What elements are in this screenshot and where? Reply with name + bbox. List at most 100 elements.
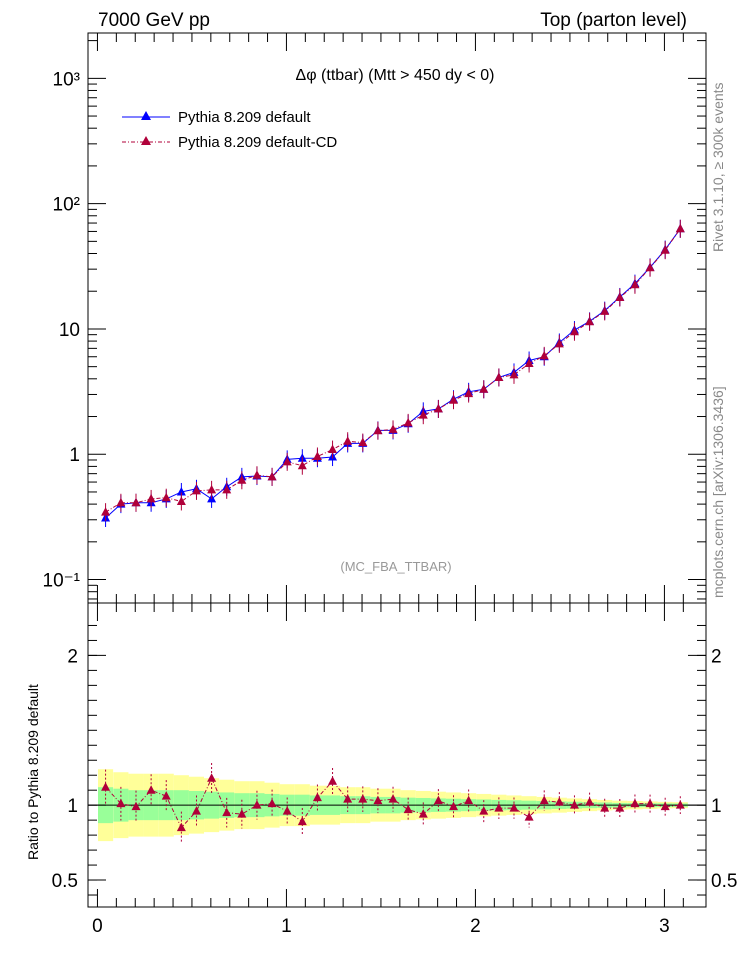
ratio-ylabel: Ratio to Pythia 8.209 default (25, 684, 41, 860)
data-point-2 (645, 262, 655, 272)
ratio-point (524, 812, 534, 821)
ratio-point (403, 804, 413, 814)
ratio-point (509, 803, 519, 812)
data-point-2 (630, 279, 640, 289)
ratio-point (267, 798, 277, 808)
data-point-2 (207, 484, 217, 494)
ratio-point (418, 809, 428, 818)
ratio-y-tick-label-right: 1 (711, 796, 722, 817)
ratio-point (464, 795, 474, 805)
x-tick-label: 3 (659, 916, 670, 937)
data-point-2 (328, 444, 338, 454)
ratio-point (615, 803, 625, 812)
side-label-rivet: Rivet 3.1.10, ≥ 300k events (710, 82, 726, 252)
header-left: 7000 GeV pp (98, 10, 210, 31)
ratio-y-tick-label-right: 0.5 (711, 871, 737, 892)
ratio-point (297, 816, 307, 826)
data-point-2 (509, 369, 519, 379)
data-point-2 (403, 417, 413, 427)
y-tick-label: 10 (59, 320, 80, 341)
ratio-y-tick-label: 0.5 (52, 871, 78, 892)
data-point-2 (343, 436, 353, 445)
ratio-point (585, 797, 595, 806)
ratio-point (101, 782, 111, 791)
header-right: Top (parton level) (540, 10, 687, 31)
ratio-point (176, 822, 186, 832)
data-point-2 (267, 471, 277, 481)
ratio-point (252, 800, 262, 809)
watermark: (MC_FBA_TTBAR) (340, 559, 451, 574)
data-point-2 (600, 306, 610, 315)
data-point-2 (494, 372, 504, 381)
ratio-point (207, 773, 217, 782)
ratio-point (116, 798, 126, 808)
legend-label-1: Pythia 8.209 default (178, 109, 311, 126)
data-point-2 (660, 245, 670, 254)
chart-title: Δφ (ttbar) (Mtt > 450 dy < 0) (296, 67, 495, 84)
data-point-2 (585, 316, 595, 326)
ratio-plot (101, 763, 685, 844)
data-point-2 (297, 460, 307, 470)
series-line-2 (105, 228, 681, 513)
data-point-2 (569, 326, 579, 336)
ratio-point (539, 795, 549, 805)
legend-marker-1 (141, 111, 151, 120)
data-point-2 (116, 497, 126, 507)
ratio-point (161, 791, 171, 800)
ratio-point (660, 801, 670, 811)
legend: Pythia 8.209 default Pythia 8.209 defaul… (122, 109, 337, 151)
data-point-2 (176, 496, 186, 505)
data-point-2 (479, 384, 489, 393)
data-point-2 (131, 497, 141, 507)
legend-label-2: Pythia 8.209 default-CD (178, 134, 337, 151)
ratio-point (449, 801, 459, 811)
data-point-2 (191, 485, 201, 495)
ratio-y-tick-label: 2 (67, 646, 78, 667)
data-point-2 (237, 475, 247, 484)
ratio-frame (87, 602, 707, 908)
data-point-2 (615, 292, 625, 302)
x-tick-label: 2 (470, 916, 481, 937)
data-point-2 (358, 437, 368, 447)
ratio-point (433, 795, 443, 805)
ratio-point (237, 809, 247, 818)
ratio-point (343, 794, 353, 803)
ratio-point (675, 800, 685, 809)
y-tick-label: 1 (69, 445, 80, 466)
ratio-point (645, 798, 655, 808)
data-point-2 (433, 403, 443, 413)
x-tick-label: 0 (92, 916, 103, 937)
data-point-2 (554, 338, 564, 348)
ratio-point (222, 807, 232, 817)
series-line-1 (105, 228, 681, 519)
ratio-point (569, 800, 579, 809)
ratio-point (600, 803, 610, 812)
ratio-y-tick-label-right: 2 (711, 646, 722, 667)
y-tick-label: 10² (53, 195, 80, 216)
data-point-2 (101, 507, 111, 516)
data-point-2 (161, 492, 171, 502)
legend-marker-2 (141, 136, 151, 145)
ratio-point (312, 792, 322, 802)
data-point-2 (464, 388, 474, 398)
ratio-point (358, 794, 368, 803)
data-point-2 (222, 484, 232, 494)
data-point-2 (539, 350, 549, 360)
x-tick-label: 1 (281, 916, 292, 937)
data-point-2 (146, 493, 156, 503)
ratio-point (191, 806, 201, 815)
data-point-2 (252, 470, 262, 479)
y-tick-label: 10³ (53, 69, 80, 90)
y-tick-label: 10⁻¹ (43, 571, 81, 592)
ratio-point (282, 806, 292, 815)
data-point-2 (675, 223, 685, 233)
data-point-2 (312, 451, 322, 460)
data-point-2 (418, 410, 428, 419)
data-point-1 (176, 486, 186, 496)
ratio-point (479, 806, 489, 815)
ratio-point (494, 803, 504, 812)
data-point-2 (282, 456, 292, 466)
ratio-y-tick-label: 1 (67, 796, 78, 817)
side-label-mcplots: mcplots.cern.ch [arXiv:1306.3436] (710, 386, 726, 598)
ratio-point (554, 797, 564, 806)
